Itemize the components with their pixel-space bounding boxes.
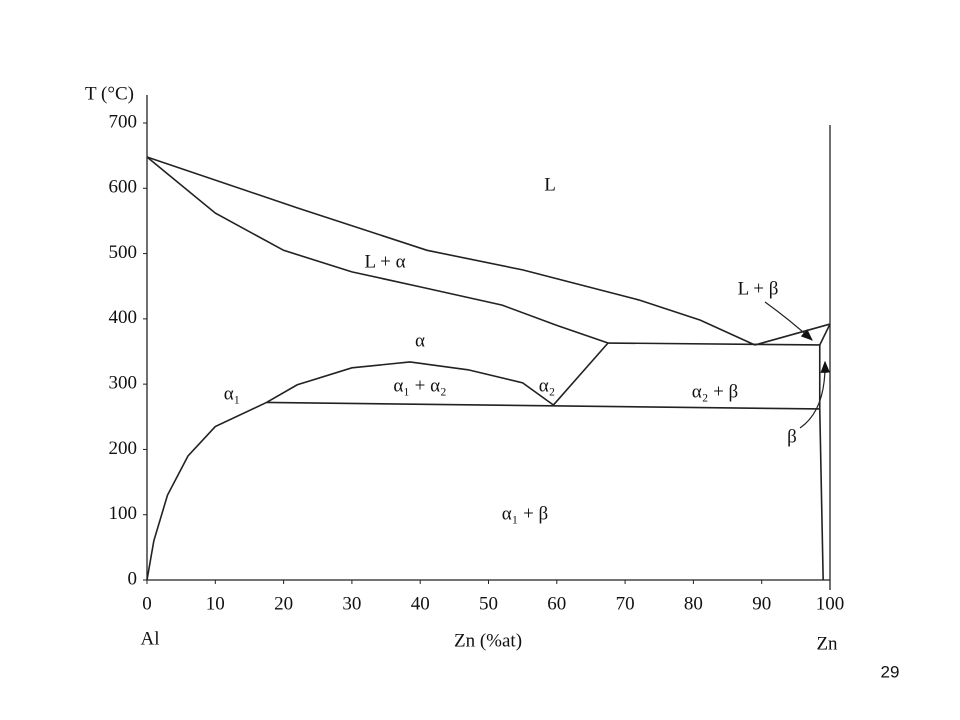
region-label: L xyxy=(544,174,556,195)
y-tick-label: 600 xyxy=(109,177,138,198)
phase-boundary xyxy=(754,323,831,346)
x-tick-label: 70 xyxy=(616,593,635,614)
y-tick-label: 500 xyxy=(109,242,138,263)
phase-boundary xyxy=(608,342,820,346)
region-label: α₁ xyxy=(224,383,241,404)
y-tick-label: 700 xyxy=(109,111,138,132)
x-tick-label: 90 xyxy=(752,593,771,614)
x-tick-label: 20 xyxy=(274,593,293,614)
phase-boundary xyxy=(146,156,609,344)
region-label: α₁ + β xyxy=(502,503,548,524)
x-tick-label: 40 xyxy=(411,593,430,614)
x-tick-label: 10 xyxy=(206,593,225,614)
phase-boundary xyxy=(266,361,554,406)
region-label: α₂ + β xyxy=(692,381,738,402)
page-number: 29 xyxy=(881,662,900,681)
x-tick-label: 0 xyxy=(142,593,152,614)
phase-boundary xyxy=(819,323,831,346)
phase-boundary xyxy=(146,401,267,581)
region-label: α xyxy=(415,330,425,351)
phase-boundary xyxy=(552,342,609,406)
y-tick-label: 100 xyxy=(109,503,138,524)
arrow xyxy=(764,301,813,341)
region-label: L + α xyxy=(364,251,405,272)
y-tick-label: 300 xyxy=(109,373,138,394)
phase-boundary xyxy=(818,344,824,581)
y-axis-label: T (°C) xyxy=(85,83,134,104)
x-tick-label: 50 xyxy=(479,593,498,614)
arrow xyxy=(799,360,831,429)
x-tick-label: 30 xyxy=(342,593,361,614)
right-element-label: Zn xyxy=(816,633,838,654)
region-label: α₁ + α₂ xyxy=(393,375,446,396)
x-tick-label: 60 xyxy=(547,593,566,614)
x-tick-label: 80 xyxy=(684,593,703,614)
x-axis-label: Zn (%at) xyxy=(454,630,522,651)
region-label: L + β xyxy=(738,278,779,299)
y-tick-label: 400 xyxy=(109,307,138,328)
phase-boundary xyxy=(146,156,756,346)
region-label: α₂ xyxy=(539,375,556,396)
left-element-label: Al xyxy=(141,628,160,649)
region-label: β xyxy=(787,426,797,447)
phase-boundary xyxy=(266,401,820,410)
x-tick-label: 100 xyxy=(816,593,845,614)
y-tick-label: 0 xyxy=(128,568,138,589)
y-tick-label: 200 xyxy=(109,438,138,459)
